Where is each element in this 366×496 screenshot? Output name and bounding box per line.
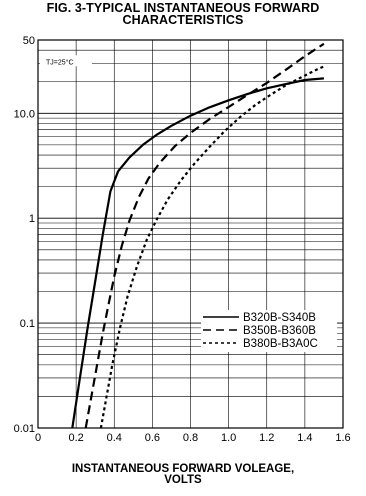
x-tick-label: 0.4 [107, 432, 122, 444]
chart-subtitle: CHARACTERISTICS [122, 13, 244, 27]
legend-label-2: B350B-B360B [243, 325, 316, 337]
grid-lines [37, 39, 344, 429]
x-tick-label: 0 [35, 432, 41, 444]
x-axis-units: VOLTS [164, 474, 202, 486]
x-tick-label: 1.2 [259, 432, 274, 444]
annotation-background [40, 55, 92, 67]
y-tick-label: 10.0 [14, 108, 35, 120]
plot-frame [37, 39, 344, 429]
annotation-tj: TJ=25°C [46, 58, 74, 66]
x-axis-label: INSTANTANEOUS FORWARD VOLEAGE, [71, 463, 295, 475]
tick-labels: 0 0.2 0.4 0.6 0.8 1.0 1.2 1.4 1.6 0.01 0.1 1 10.0 50 [14, 35, 351, 444]
legend-label-3: B380B-B3A0C [243, 338, 318, 350]
x-tick-label: 1.6 [335, 432, 350, 444]
x-tick-label: 1.4 [297, 432, 312, 444]
y-tick-label: 0.01 [14, 423, 35, 435]
series-line-2 [84, 42, 325, 429]
y-tick-label: 50 [23, 35, 35, 47]
x-tick-label: 0.6 [145, 432, 160, 444]
series-curves [71, 42, 325, 429]
series-line-3 [99, 65, 325, 429]
legend-label-1: B320B-S340B [243, 312, 316, 324]
x-tick-label: 1.0 [221, 432, 236, 444]
x-tick-label: 0.8 [183, 432, 198, 444]
y-tick-label: 1 [29, 213, 35, 225]
annotation-box: TJ=25°C [40, 55, 92, 67]
series-line-1 [71, 77, 324, 429]
y-tick-label: 0.1 [20, 318, 35, 330]
x-tick-label: 0.2 [68, 432, 83, 444]
chart-title: FIG. 3-TYPICAL INSTANTANEOUS FORWARD [46, 1, 320, 15]
